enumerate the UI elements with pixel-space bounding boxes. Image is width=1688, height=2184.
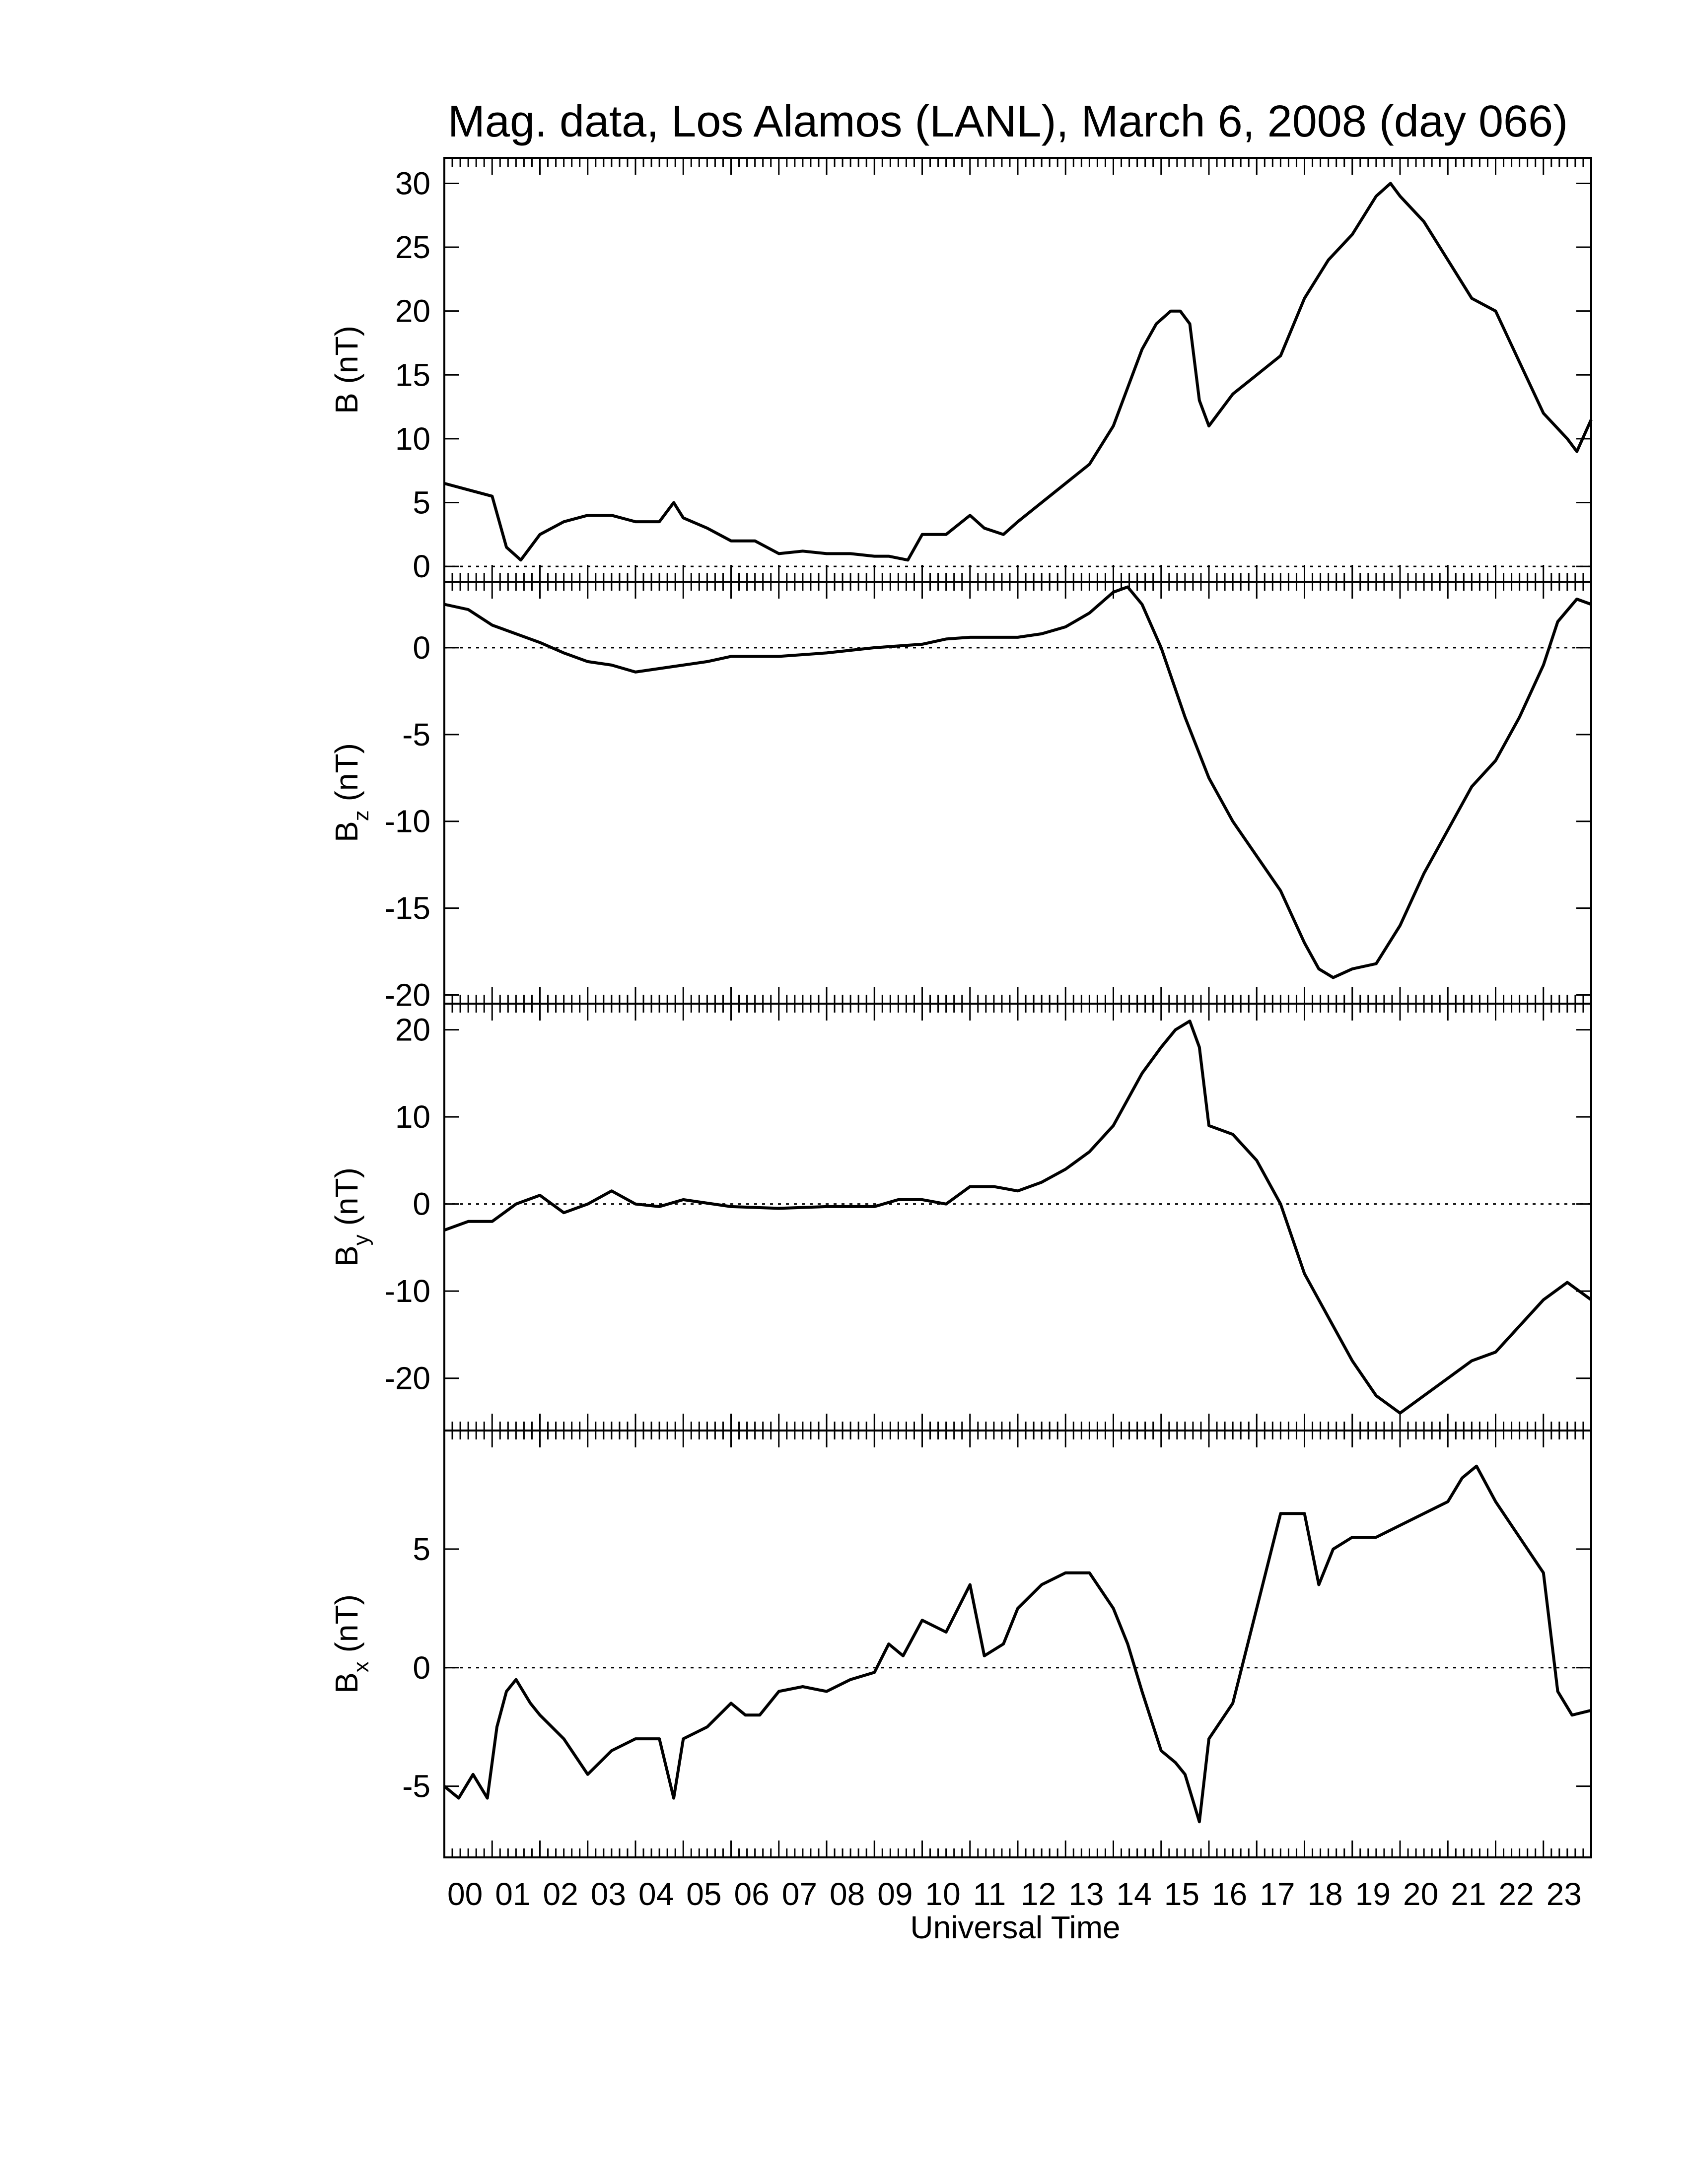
x-tick-label: 10 — [925, 1876, 961, 1912]
panel-1: 0 -5 -10 -15 -20 Bz (nT) — [329, 581, 1592, 1013]
x-tick-label: 18 — [1308, 1876, 1343, 1912]
x-tick-label: 09 — [877, 1876, 913, 1912]
y-tick-label: 10 — [395, 1099, 430, 1135]
x-tick-label: 20 — [1403, 1876, 1438, 1912]
x-tick-label: 04 — [638, 1876, 674, 1912]
y-tick-label: 0 — [413, 548, 430, 584]
y-tick-label: 0 — [413, 1186, 430, 1222]
x-tick-label: 13 — [1068, 1876, 1104, 1912]
x-tick-label: 08 — [830, 1876, 865, 1912]
x-tick-label: 15 — [1164, 1876, 1199, 1912]
y-tick-label: -15 — [385, 890, 431, 926]
y-axis-label: Bx (nT) — [329, 1594, 373, 1694]
x-tick-label: 21 — [1451, 1876, 1486, 1912]
x-axis-label: Universal Time — [910, 1910, 1120, 1945]
series-line-panel-0 — [444, 182, 1593, 562]
x-tick-label: 14 — [1117, 1876, 1152, 1912]
y-tick-label: -20 — [385, 977, 431, 1013]
y-tick-label: 25 — [395, 229, 430, 265]
panel-3: 5 0 -5 Bx (nT) — [329, 1430, 1592, 1858]
x-tick-label: 11 — [973, 1876, 1006, 1912]
x-tick-label: 02 — [543, 1876, 578, 1912]
panel-0: 0 5 10 15 20 25 30 B (nT) — [329, 157, 1593, 584]
x-tick-label: 03 — [591, 1876, 626, 1912]
y-tick-label: -5 — [402, 1769, 430, 1804]
x-tick-label: 05 — [686, 1876, 721, 1912]
series-line-panel-1 — [444, 585, 1592, 979]
y-tick-label: 0 — [413, 1650, 430, 1686]
chart-title: Mag. data, Los Alamos (LANL), March 6, 2… — [448, 97, 1568, 146]
panel-2: 20 10 0 -10 -20 By (nT) — [329, 1003, 1592, 1432]
x-tick-label: 23 — [1547, 1876, 1582, 1912]
x-tick-label: 06 — [734, 1876, 770, 1912]
panel-frame — [443, 1430, 1592, 1858]
y-axis-label: Bz (nT) — [329, 743, 373, 842]
y-tick-label: 30 — [395, 165, 430, 201]
x-tick-label: 12 — [1021, 1876, 1056, 1912]
y-tick-label: 5 — [413, 485, 430, 521]
y-tick-label: -20 — [385, 1361, 431, 1396]
y-axis-label: By (nT) — [329, 1167, 373, 1267]
x-tick-label: 22 — [1499, 1876, 1534, 1912]
y-tick-label: -10 — [385, 1273, 431, 1309]
panels: 0 5 10 15 20 25 30 B (nT) 0 -5 -10 -15 -20 Bz (nT) 20 1… — [329, 157, 1593, 1858]
y-tick-label: 5 — [413, 1531, 430, 1567]
x-tick-label: 19 — [1355, 1876, 1391, 1912]
x-tick-label: 00 — [447, 1876, 483, 1912]
y-tick-label: 20 — [395, 293, 430, 329]
x-tick-labels: 00 01 02 03 04 05 06 07 08 09 10 11 12 13 14 15 16 17 18 19… — [447, 1876, 1582, 1912]
y-tick-label: 20 — [395, 1012, 430, 1048]
x-tick-label: 17 — [1260, 1876, 1295, 1912]
y-tick-label: -10 — [385, 804, 431, 839]
panel-frame — [443, 1003, 1592, 1432]
x-tick-label: 07 — [782, 1876, 817, 1912]
series-line-panel-3 — [443, 1464, 1592, 1824]
x-tick-label: 01 — [495, 1876, 530, 1912]
y-tick-label: 15 — [395, 357, 430, 393]
y-tick-label: 10 — [395, 421, 430, 457]
y-tick-label: -5 — [402, 717, 430, 752]
x-tick-label: 16 — [1212, 1876, 1247, 1912]
panel-frame — [443, 581, 1592, 1005]
panel-frame — [443, 157, 1592, 583]
y-axis-label: B (nT) — [329, 326, 364, 414]
series-line-panel-2 — [443, 1020, 1592, 1415]
y-tick-label: 0 — [413, 630, 430, 666]
